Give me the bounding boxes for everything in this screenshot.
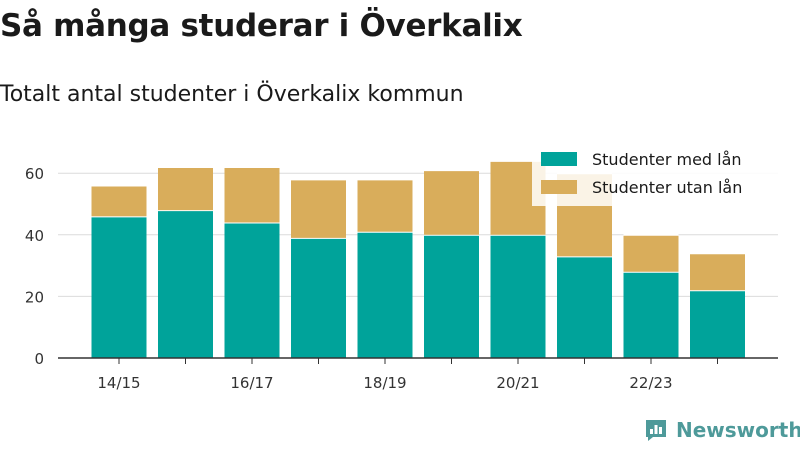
bar-without-loan bbox=[224, 167, 280, 223]
y-tick-label: 20 bbox=[25, 288, 44, 306]
brand-name: Newsworthy bbox=[676, 418, 800, 442]
bar-without-loan bbox=[91, 185, 147, 217]
legend-label: Studenter utan lån bbox=[592, 178, 742, 197]
legend-label: Studenter med lån bbox=[592, 150, 742, 169]
y-tick-label: 0 bbox=[34, 350, 44, 368]
bar-without-loan bbox=[291, 179, 346, 238]
bar-with-loan bbox=[291, 237, 346, 358]
y-tick-label: 60 bbox=[25, 165, 44, 183]
brand-logo: Newsworthy bbox=[644, 418, 800, 442]
bar-with-loan bbox=[690, 290, 745, 358]
bar-with-loan bbox=[357, 231, 413, 358]
bar-with-loan bbox=[158, 210, 213, 358]
x-tick-label: 14/15 bbox=[97, 374, 140, 392]
bar-without-loan bbox=[690, 253, 745, 291]
bar-with-loan bbox=[557, 256, 612, 358]
bars bbox=[91, 159, 745, 358]
x-tick-label: 16/17 bbox=[230, 374, 273, 392]
bar-with-loan bbox=[623, 271, 679, 358]
bar-with-loan bbox=[490, 234, 546, 358]
bar-with-loan bbox=[91, 216, 147, 358]
x-tick-label: 22/23 bbox=[629, 374, 672, 392]
chart-title: Så många studerar i Överkalix bbox=[0, 8, 523, 44]
x-tick-label: 20/21 bbox=[496, 374, 539, 392]
legend-swatch bbox=[541, 152, 577, 166]
y-tick-label: 40 bbox=[25, 227, 44, 245]
chart-subtitle: Totalt antal studenter i Överkalix kommu… bbox=[0, 82, 464, 107]
bar-without-loan bbox=[424, 170, 479, 235]
bar-without-loan bbox=[158, 167, 213, 211]
legend-swatch bbox=[541, 180, 577, 194]
newsworthy-logo-icon bbox=[646, 420, 666, 441]
legend: Studenter med lån Studenter utan lån bbox=[532, 144, 782, 206]
bar-without-loan bbox=[623, 234, 679, 272]
bar-without-loan bbox=[357, 179, 413, 232]
x-tick-label: 18/19 bbox=[363, 374, 406, 392]
bar-with-loan bbox=[224, 222, 280, 358]
axes: 0 20 40 60 14/15 16/17 18/19 20/21 22/23 bbox=[25, 165, 778, 392]
bar-with-loan bbox=[424, 234, 479, 358]
